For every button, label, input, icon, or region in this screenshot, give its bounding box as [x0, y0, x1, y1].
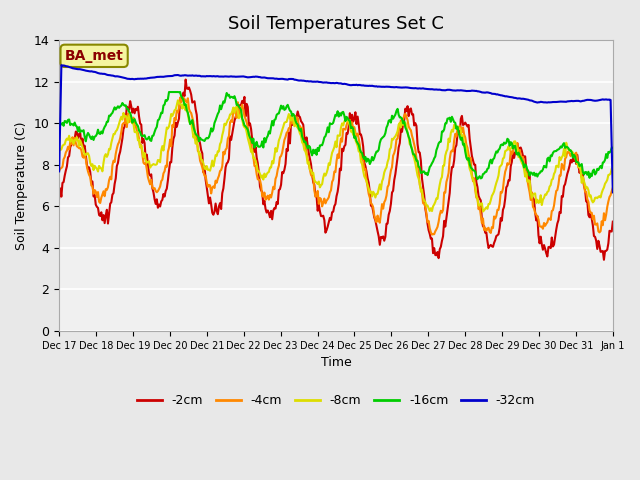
Y-axis label: Soil Temperature (C): Soil Temperature (C) [15, 121, 28, 250]
Title: Soil Temperatures Set C: Soil Temperatures Set C [228, 15, 444, 33]
Legend: -2cm, -4cm, -8cm, -16cm, -32cm: -2cm, -4cm, -8cm, -16cm, -32cm [132, 389, 540, 412]
Text: BA_met: BA_met [65, 49, 124, 63]
X-axis label: Time: Time [321, 356, 351, 369]
